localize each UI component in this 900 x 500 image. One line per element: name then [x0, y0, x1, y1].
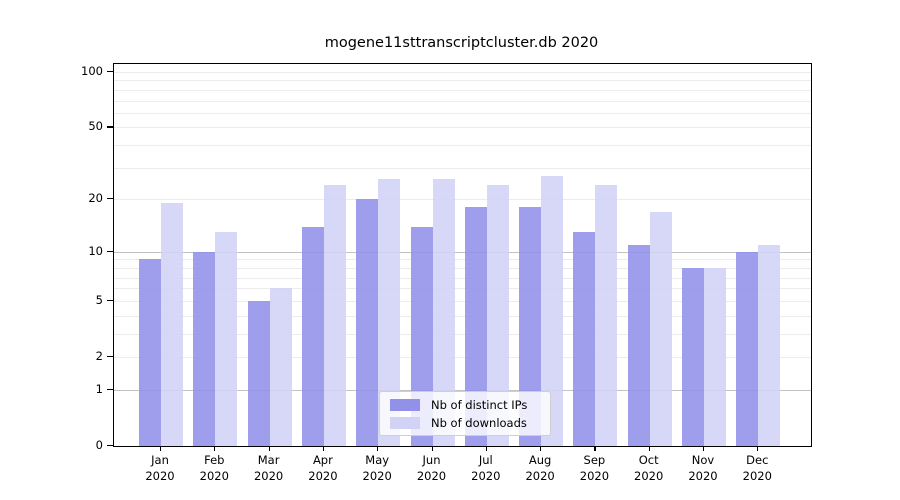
gridline-30 — [114, 167, 811, 169]
bar-downloads-jun — [432, 178, 455, 446]
x-tick-may — [377, 446, 379, 451]
bar-distinct-ips-jul — [464, 207, 487, 446]
x-tick-nov — [703, 446, 705, 451]
bar-distinct-ips-sep — [573, 232, 596, 446]
gridline-40 — [114, 145, 811, 147]
x-tick-label-jul: Jul 2020 — [471, 453, 501, 483]
gridline-major-1 — [114, 389, 811, 391]
x-tick-jun — [431, 446, 433, 451]
legend-swatch-distinct-ips — [390, 399, 420, 411]
y-tick-label-20: 20 — [88, 191, 103, 206]
x-tick-mar — [268, 446, 270, 451]
bar-downloads-sep — [595, 185, 618, 446]
bar-downloads-may — [378, 178, 401, 446]
bar-distinct-ips-oct — [627, 244, 650, 446]
legend-label-downloads: Nb of downloads — [431, 416, 527, 430]
bar-distinct-ips-mar — [247, 300, 270, 446]
x-tick-aug — [540, 446, 542, 451]
bar-distinct-ips-aug — [519, 207, 542, 446]
x-tick-label-may: May 2020 — [362, 453, 392, 483]
bar-downloads-nov — [704, 267, 726, 446]
gridline-70 — [114, 100, 811, 102]
y-tick-10 — [107, 250, 113, 252]
y-tick-label-5: 5 — [95, 292, 103, 307]
gridline-7 — [114, 277, 811, 279]
gridline-20 — [114, 199, 811, 201]
x-tick-label-apr: Apr 2020 — [308, 453, 338, 483]
x-tick-label-mar: Mar 2020 — [253, 453, 284, 483]
bar-distinct-ips-may — [356, 199, 379, 446]
y-tick-label-1: 1 — [95, 381, 103, 396]
legend-swatch-downloads — [390, 417, 420, 429]
x-tick-jul — [485, 446, 487, 451]
gridline-100 — [114, 72, 811, 73]
legend-row-distinct-ips: Nb of distinct IPs — [390, 398, 550, 412]
bar-downloads-dec — [758, 244, 781, 446]
chart-title: mogene11sttranscriptcluster.db 2020 — [324, 35, 599, 51]
bar-distinct-ips-nov — [682, 267, 704, 446]
x-tick-label-jun: Jun 2020 — [416, 453, 447, 483]
y-tick-100 — [107, 71, 113, 73]
legend-label-distinct-ips: Nb of distinct IPs — [431, 398, 528, 412]
x-tick-feb — [214, 446, 216, 451]
gridline-90 — [114, 80, 811, 82]
y-tick-2 — [107, 356, 113, 358]
bar-distinct-ips-dec — [736, 251, 759, 446]
gridline-60 — [114, 112, 811, 114]
y-tick-50 — [107, 126, 113, 128]
bar-distinct-ips-apr — [301, 226, 324, 446]
y-tick-5 — [107, 299, 113, 301]
gridline-5 — [114, 300, 811, 302]
x-tick-label-oct: Oct 2020 — [634, 453, 664, 483]
bar-downloads-apr — [323, 185, 346, 446]
x-tick-dec — [757, 446, 759, 451]
y-tick-20 — [107, 198, 113, 200]
bar-distinct-ips-jan — [139, 259, 161, 446]
x-tick-oct — [648, 446, 650, 451]
gridline-2 — [114, 357, 811, 358]
gridline-3 — [114, 333, 811, 335]
y-tick-label-2: 2 — [95, 349, 103, 363]
gridline-80 — [114, 89, 811, 91]
bar-downloads-jul — [486, 185, 509, 446]
x-tick-label-nov: Nov 2020 — [688, 453, 718, 483]
y-tick-1 — [107, 388, 113, 390]
y-tick-label-10: 10 — [88, 243, 103, 258]
gridline-major-10 — [114, 251, 811, 253]
gridline-8 — [114, 267, 811, 269]
x-tick-label-jan: Jan 2020 — [145, 453, 175, 483]
x-tick-label-aug: Aug 2020 — [525, 453, 555, 483]
y-tick-label-0: 0 — [95, 438, 103, 452]
bar-downloads-mar — [269, 288, 292, 446]
y-tick-label-100: 100 — [81, 64, 103, 78]
y-tick-0 — [107, 445, 113, 447]
x-tick-sep — [594, 446, 596, 451]
x-tick-label-dec: Dec 2020 — [742, 453, 772, 483]
gridline-9 — [114, 259, 811, 261]
bar-downloads-feb — [215, 232, 238, 446]
y-tick-label-50: 50 — [88, 119, 103, 134]
bar-downloads-jan — [161, 203, 183, 446]
x-tick-jan — [160, 446, 162, 451]
legend-row-downloads: Nb of downloads — [390, 416, 550, 430]
bar-downloads-oct — [649, 211, 672, 446]
x-tick-label-feb: Feb 2020 — [199, 453, 229, 483]
bar-distinct-ips-feb — [193, 251, 216, 446]
x-tick-apr — [322, 446, 325, 451]
x-tick-label-sep: Sep 2020 — [579, 453, 610, 483]
gridline-4 — [114, 315, 811, 317]
bar-downloads-aug — [541, 176, 564, 446]
gridline-6 — [114, 288, 811, 290]
legend: Nb of distinct IPs Nb of downloads — [379, 391, 551, 436]
plot-area: Nb of distinct IPs Nb of downloads — [113, 63, 812, 447]
gridline-50 — [114, 127, 811, 129]
